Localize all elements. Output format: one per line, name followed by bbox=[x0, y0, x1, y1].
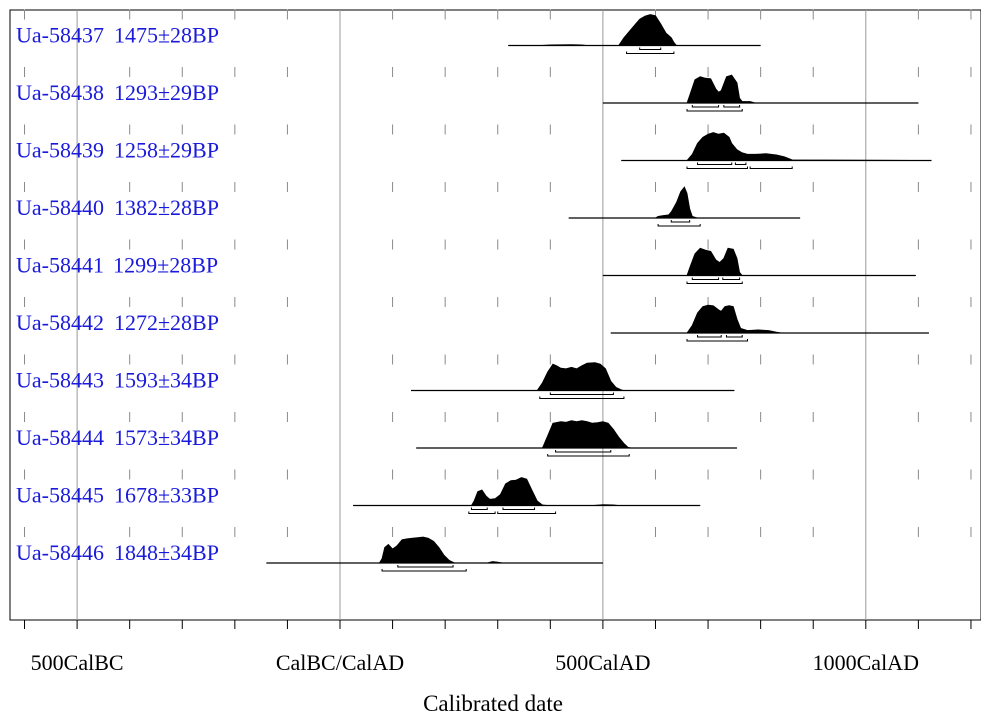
hpd-bracket bbox=[381, 569, 467, 572]
hpd-bracket bbox=[749, 166, 793, 169]
density-curve bbox=[411, 362, 735, 391]
radiocarbon-age: 1258±29BP bbox=[114, 138, 219, 163]
lab-id: Ua-58441 bbox=[16, 253, 103, 278]
x-tick-label: 1000CalAD bbox=[813, 650, 919, 675]
lab-id: Ua-58440 bbox=[16, 195, 104, 220]
hpd-bracket bbox=[734, 162, 747, 165]
hpd-bracket bbox=[686, 339, 748, 342]
hpd-bracket bbox=[670, 220, 691, 223]
hpd-bracket bbox=[502, 507, 536, 510]
density-curve bbox=[266, 536, 603, 564]
sample-label: Ua-58445 1678±33BP bbox=[16, 483, 219, 508]
hpd-bracket bbox=[725, 335, 743, 338]
radiocarbon-age: 1573±34BP bbox=[114, 425, 219, 450]
grid-lines bbox=[24, 9, 972, 620]
radiocarbon-age: 1475±28BP bbox=[114, 23, 219, 48]
density-curve bbox=[568, 186, 801, 219]
hpd-bracket bbox=[657, 224, 701, 227]
lab-id: Ua-58445 bbox=[16, 483, 104, 508]
hpd-bracket bbox=[686, 281, 743, 284]
density-curve bbox=[602, 74, 919, 104]
series-row: Ua-58446 1848±34BP bbox=[16, 536, 603, 572]
hpd-bracket bbox=[686, 166, 748, 169]
radiocarbon-age: 1593±34BP bbox=[114, 368, 219, 393]
density-curve bbox=[508, 14, 761, 46]
sample-label: Ua-58442 1272±28BP bbox=[16, 310, 219, 335]
hpd-bracket bbox=[723, 105, 741, 108]
series-row: Ua-58438 1293±29BP bbox=[16, 74, 919, 112]
lab-id: Ua-58446 bbox=[16, 540, 104, 565]
density-curve bbox=[353, 477, 701, 506]
hpd-bracket bbox=[470, 507, 488, 510]
x-tick-label: 500CalBC bbox=[31, 650, 124, 675]
series-row: Ua-58437 1475±28BP bbox=[16, 14, 761, 54]
radiocarbon-age: 1678±33BP bbox=[114, 483, 219, 508]
x-axis: 500CalBC CalBC/CalAD 500CalAD 1000CalAD bbox=[24, 620, 972, 675]
x-tick-label: 500CalAD bbox=[555, 650, 650, 675]
hpd-bracket bbox=[549, 392, 614, 395]
series-row: Ua-58442 1272±28BP bbox=[16, 304, 929, 342]
lab-id: Ua-58444 bbox=[16, 425, 104, 450]
sample-label: Ua-58446 1848±34BP bbox=[16, 540, 219, 565]
density-curve bbox=[610, 304, 929, 334]
x-tick-label: CalBC/CalAD bbox=[276, 650, 404, 675]
hpd-bracket bbox=[697, 335, 722, 338]
lab-id: Ua-58442 bbox=[16, 310, 104, 335]
series-row: Ua-58443 1593±34BP bbox=[16, 362, 735, 399]
density-curve bbox=[602, 247, 916, 276]
radiocarbon-age: 1272±28BP bbox=[114, 310, 219, 335]
series-row: Ua-58441 1299±28BP bbox=[16, 247, 916, 284]
series-row: Ua-58445 1678±33BP bbox=[16, 477, 701, 514]
hpd-bracket bbox=[697, 162, 733, 165]
radiocarbon-age: 1382±28BP bbox=[114, 195, 219, 220]
radiocarbon-age: 1848±34BP bbox=[114, 540, 219, 565]
x-axis-label: Calibrated date bbox=[423, 691, 563, 716]
hpd-bracket bbox=[497, 511, 557, 514]
hpd-bracket bbox=[397, 565, 454, 568]
sample-label: Ua-58443 1593±34BP bbox=[16, 368, 219, 393]
plot-frame bbox=[9, 9, 981, 621]
hpd-bracket bbox=[686, 109, 743, 112]
hpd-bracket bbox=[722, 277, 741, 280]
hpd-bracket bbox=[547, 454, 630, 457]
hpd-bracket bbox=[626, 51, 675, 54]
hpd-bracket bbox=[468, 511, 496, 514]
radiocarbon-age: 1293±29BP bbox=[114, 80, 219, 105]
sample-label: Ua-58440 1382±28BP bbox=[16, 195, 219, 220]
lab-id: Ua-58438 bbox=[16, 80, 104, 105]
lab-id: Ua-58439 bbox=[16, 138, 104, 163]
sample-label: Ua-58437 1475±28BP bbox=[16, 23, 219, 48]
hpd-bracket bbox=[539, 396, 625, 399]
density-curve bbox=[416, 420, 737, 449]
series-row: Ua-58444 1573±34BP bbox=[16, 420, 737, 457]
lab-id: Ua-58437 bbox=[16, 23, 104, 48]
hpd-bracket bbox=[691, 105, 720, 108]
series-row: Ua-58440 1382±28BP bbox=[16, 186, 801, 227]
sample-label: Ua-58439 1258±29BP bbox=[16, 138, 219, 163]
hpd-bracket bbox=[639, 47, 662, 50]
radiocarbon-age: 1299±28BP bbox=[113, 253, 218, 278]
sample-label: Ua-58444 1573±34BP bbox=[16, 425, 219, 450]
sample-label: Ua-58438 1293±29BP bbox=[16, 80, 219, 105]
sample-label: Ua-58441 1299±28BP bbox=[16, 253, 218, 278]
density-curve bbox=[621, 132, 932, 161]
hpd-bracket bbox=[691, 277, 720, 280]
lab-id: Ua-58443 bbox=[16, 368, 104, 393]
series-row: Ua-58439 1258±29BP bbox=[16, 132, 932, 169]
hpd-bracket bbox=[555, 450, 612, 453]
